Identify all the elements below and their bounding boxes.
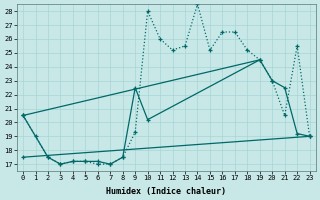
X-axis label: Humidex (Indice chaleur): Humidex (Indice chaleur) [106,187,226,196]
